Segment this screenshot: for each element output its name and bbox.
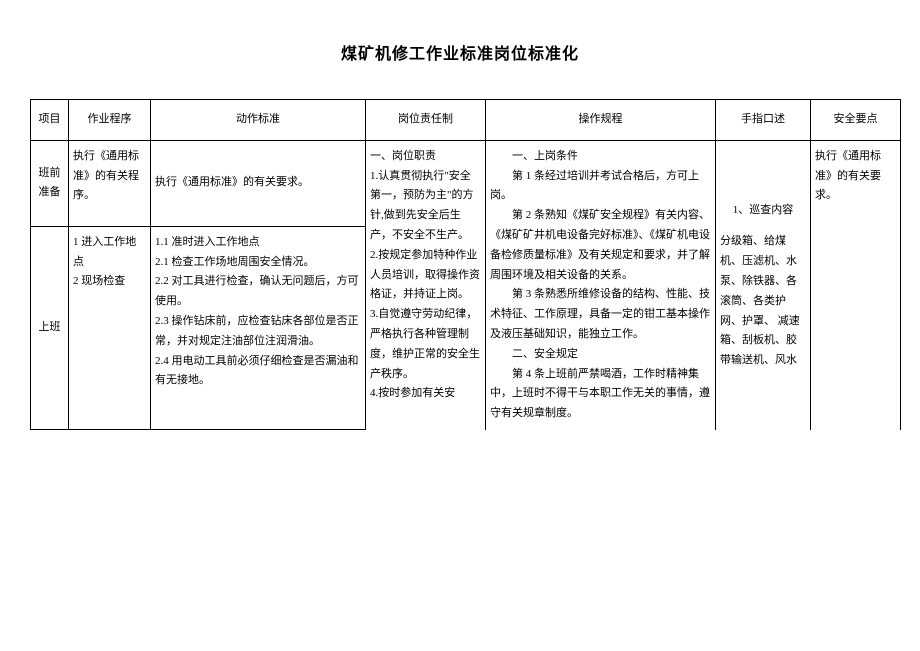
oper-line1: 一、上岗条件 <box>490 147 578 167</box>
header-action: 动作标准 <box>151 100 366 141</box>
header-safety: 安全要点 <box>811 100 901 141</box>
cell-safety-1: 执行《通用标准》的有关要求。 <box>811 140 901 226</box>
resp-line1: 一、岗位职责 <box>370 150 436 162</box>
cell-action-1: 执行《通用标准》的有关要求。 <box>151 140 366 226</box>
cell-hand-1: 1、巡查内容 <box>716 140 811 226</box>
oper-line6: 第 4 条上班前严禁喝酒，工作时精神集中，上班时不得干与本职工作无关的事情，遵守… <box>490 365 711 424</box>
oper-line3: 第 2 条熟知《煤矿安全规程》有关内容、《煤矿矿井机电设备完好标准》、《煤矿机电… <box>490 206 711 285</box>
header-oper: 操作规程 <box>486 100 716 141</box>
table-row: 班前准备 执行《通用标准》的有关程序。 执行《通用标准》的有关要求。 一、岗位职… <box>31 140 901 226</box>
header-proc: 作业程序 <box>69 100 151 141</box>
cell-oper: 一、上岗条件 第 1 条经过培训并考试合格后，方可上岗。 第 2 条熟知《煤矿安… <box>486 140 716 430</box>
oper-line5: 二、安全规定 <box>490 345 578 365</box>
cell-proc-1: 执行《通用标准》的有关程序。 <box>69 140 151 226</box>
resp-line5: 4.按时参加有关安 <box>370 387 455 399</box>
cell-action-2: 1.1 准时进入工作地点 2.1 检查工作场地周围安全情况。 2.2 对工具进行… <box>151 226 366 430</box>
standard-table: 项目 作业程序 动作标准 岗位责任制 操作规程 手指口述 安全要点 班前准备 执… <box>30 99 901 430</box>
cell-proc-2: 1 进入工作地点 2 现场检查 <box>69 226 151 430</box>
cell-safety-2 <box>811 226 901 430</box>
cell-resp: 一、岗位职责 1.认真贯彻执行"安全第一，预防为主"的方针,做到先安全后生产，不… <box>366 140 486 430</box>
resp-line3: 2.按规定参加特种作业人员培训，取得操作资格证，并持证上岗。 <box>370 249 480 301</box>
resp-line2: 1.认真贯彻执行"安全第一，预防为主"的方针,做到先安全后生产，不安全不生产。 <box>370 170 474 241</box>
oper-line2: 第 1 条经过培训并考试合格后，方可上岗。 <box>490 167 711 207</box>
page-title: 煤矿机修工作业标准岗位标准化 <box>30 40 890 64</box>
header-resp: 岗位责任制 <box>366 100 486 141</box>
resp-line4: 3.自觉遵守劳动纪律，严格执行各种管理制度，维护正常的安全生产秩序。 <box>370 308 480 379</box>
table-header-row: 项目 作业程序 动作标准 岗位责任制 操作规程 手指口述 安全要点 <box>31 100 901 141</box>
cell-item-1: 班前准备 <box>31 140 69 226</box>
oper-line4: 第 3 条熟悉所维修设备的结构、性能、技术特征、工作原理，具备一定的钳工基本操作… <box>490 285 711 344</box>
header-hand: 手指口述 <box>716 100 811 141</box>
header-item: 项目 <box>31 100 69 141</box>
cell-hand-2: 分级箱、给煤机、压滤机、水泵、除铁器、各滚筒、各类护网、护罩、 减速箱、刮板机、… <box>716 226 811 430</box>
cell-item-2: 上班 <box>31 226 69 430</box>
